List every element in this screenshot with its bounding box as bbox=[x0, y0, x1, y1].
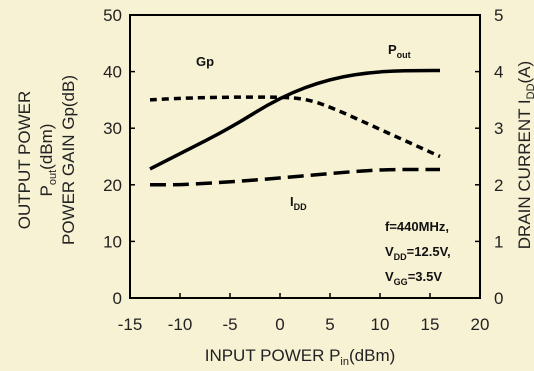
x-axis-title: INPUT POWER Pin(dBm) bbox=[205, 346, 396, 368]
series-label-idd: IDD bbox=[290, 194, 307, 212]
y-axis-title-left-2: Pout(dBm) bbox=[37, 124, 59, 197]
y-tick-label-right: 2 bbox=[494, 176, 503, 195]
series-line-idd bbox=[150, 167, 440, 187]
x-tick-label: -10 bbox=[168, 315, 193, 334]
y-tick-label-left: 10 bbox=[103, 232, 122, 251]
y-tick-label-right: 1 bbox=[494, 232, 503, 251]
x-tick-label: 10 bbox=[371, 315, 390, 334]
y-axis-title-right: DRAIN CURRENT IDD(A) bbox=[515, 61, 534, 249]
x-tick-label: -15 bbox=[118, 315, 143, 334]
x-tick-label: 0 bbox=[275, 315, 284, 334]
y-tick-label-right: 3 bbox=[494, 119, 503, 138]
y-axis-title-left-3: POWER GAIN Gp(dB) bbox=[59, 75, 78, 245]
series-label-pout: Pout bbox=[388, 42, 411, 60]
annotation-vdd: VDD=12.5V, bbox=[385, 244, 451, 262]
x-tick-label: 15 bbox=[421, 315, 440, 334]
y-axis-title-left-1: OUTPUT POWER bbox=[15, 91, 34, 230]
annotation-frequency: f=440MHz, bbox=[385, 219, 449, 234]
series-line-pout bbox=[149, 68, 440, 171]
y-tick-label-left: 50 bbox=[103, 6, 122, 25]
x-tick-label: -5 bbox=[222, 315, 237, 334]
series-line-gp bbox=[149, 95, 441, 159]
y-tick-label-left: 20 bbox=[103, 176, 122, 195]
series-label-gp: Gp bbox=[196, 54, 214, 69]
y-tick-label-right: 4 bbox=[494, 63, 503, 82]
plot-frame bbox=[129, 14, 481, 299]
series-group bbox=[149, 68, 441, 187]
y-tick-label-right: 0 bbox=[494, 289, 503, 308]
x-tick-label: 5 bbox=[325, 315, 334, 334]
annotation-vgg: VGG=3.5V bbox=[385, 269, 442, 287]
y-tick-label-right: 5 bbox=[494, 6, 503, 25]
y-tick-label-left: 40 bbox=[103, 63, 122, 82]
x-tick-label: 20 bbox=[471, 315, 490, 334]
y-tick-label-left: 30 bbox=[103, 119, 122, 138]
y-tick-label-left: 0 bbox=[113, 289, 122, 308]
